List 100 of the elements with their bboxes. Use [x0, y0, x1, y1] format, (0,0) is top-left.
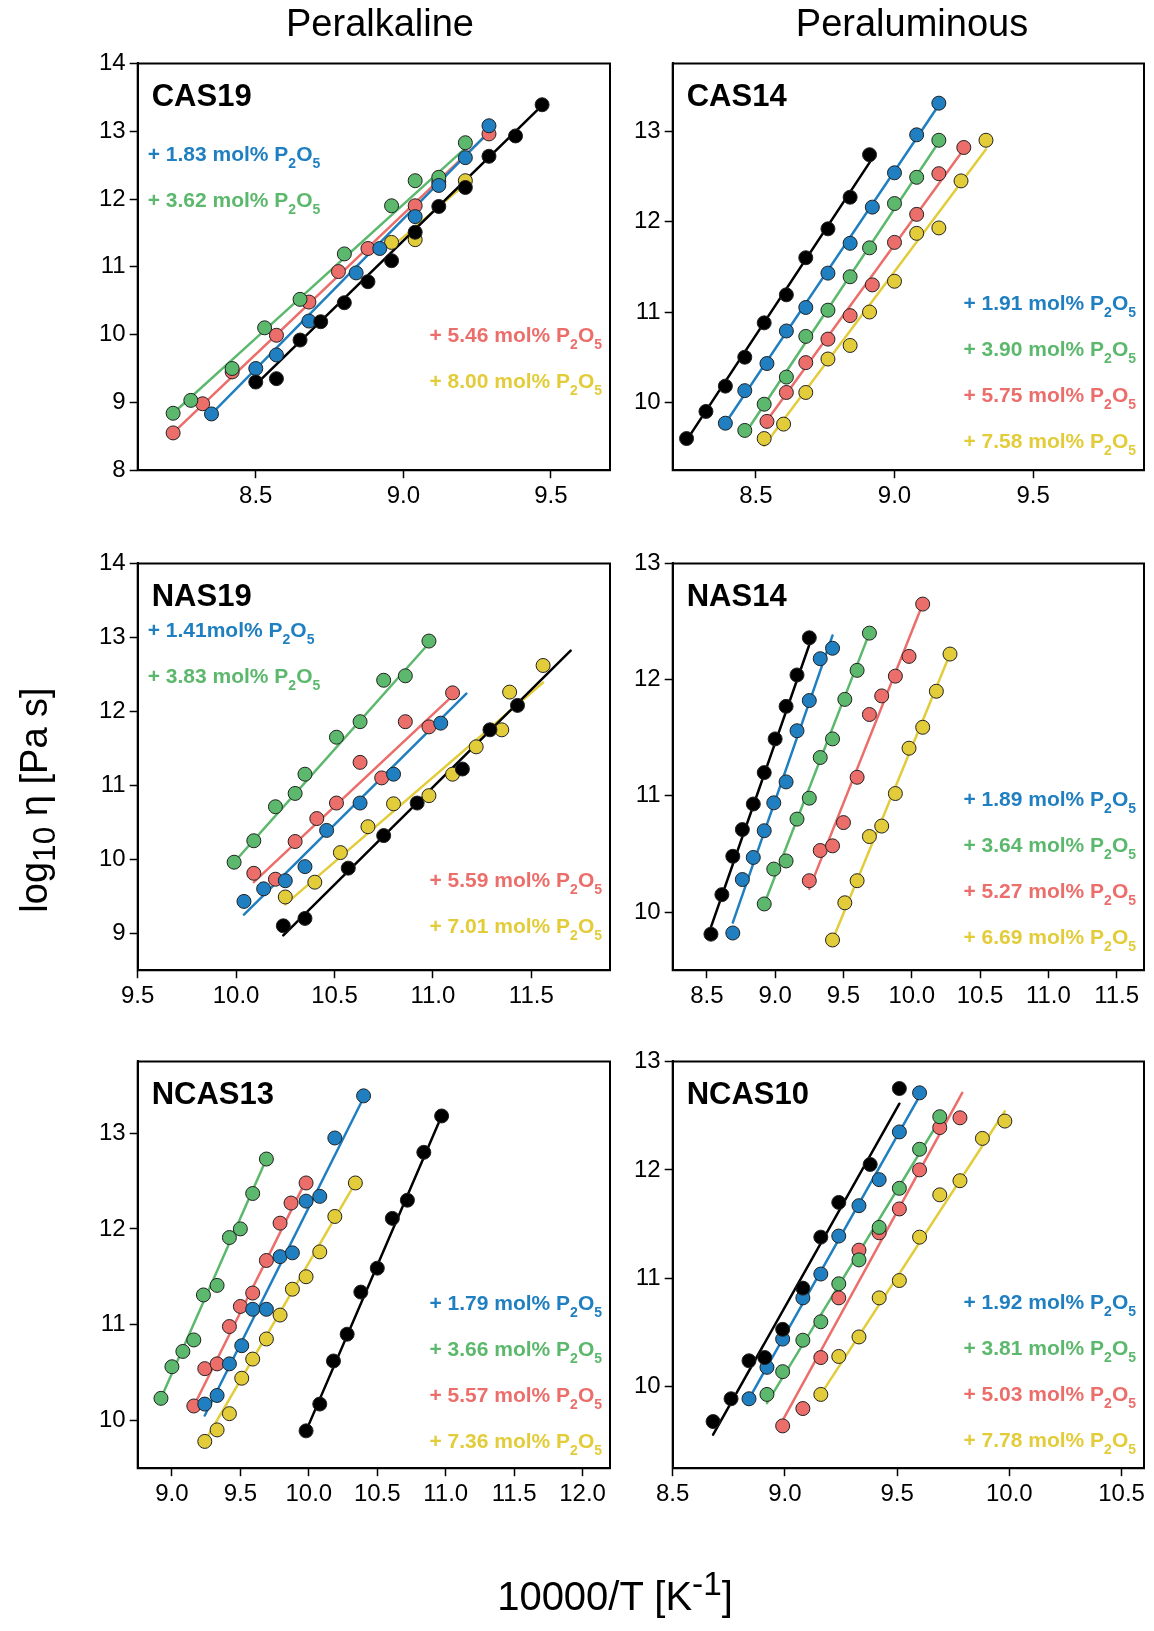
x-tick-label: 9.0: [758, 981, 792, 1009]
point: [759, 356, 775, 372]
point: [165, 405, 181, 421]
point: [339, 1326, 355, 1342]
point: [835, 815, 851, 831]
point: [734, 872, 750, 888]
point: [287, 834, 303, 849]
x-tick-label: 11.5: [1094, 981, 1140, 1009]
point: [801, 693, 817, 709]
y-tick-label: 12: [98, 1213, 126, 1241]
point: [236, 893, 252, 909]
point: [330, 264, 346, 280]
x-tick-label: 9.0: [155, 1479, 189, 1507]
x-tick-label: 10.5: [956, 981, 1004, 1009]
point: [978, 132, 994, 148]
point: [874, 688, 890, 704]
point: [820, 302, 836, 318]
point: [221, 1356, 237, 1372]
point: [234, 1338, 250, 1354]
point: [535, 657, 551, 673]
point: [928, 683, 944, 699]
y-tick-label: 9: [112, 387, 126, 415]
point: [776, 416, 792, 432]
point: [789, 811, 805, 827]
point: [842, 308, 858, 324]
point: [909, 225, 925, 241]
point: [347, 1175, 363, 1191]
point: [352, 714, 368, 730]
point: [298, 1175, 314, 1191]
point: [953, 173, 969, 189]
x-tick-label: 9.0: [768, 1479, 802, 1507]
text: NAS14: [686, 578, 788, 614]
point: [825, 640, 841, 656]
point: [861, 625, 877, 641]
point: [284, 1245, 300, 1261]
point: [534, 97, 550, 113]
point: [813, 1350, 829, 1366]
point: [864, 199, 880, 215]
point: [165, 425, 181, 441]
point: [741, 1353, 757, 1369]
point: [725, 848, 741, 864]
point: [292, 291, 308, 307]
point: [891, 1180, 907, 1196]
point: [952, 1173, 968, 1189]
point: [871, 1290, 887, 1306]
point: [510, 697, 526, 713]
x-axis-title: 10000/T [K$^{-1}$]: [497, 1565, 733, 1619]
y-tick-label: 13: [98, 115, 126, 143]
point: [277, 873, 293, 889]
point: [861, 829, 877, 845]
point: [272, 1307, 288, 1323]
y-tick-label: 8: [112, 454, 126, 482]
point: [741, 1391, 757, 1407]
point: [912, 1085, 928, 1101]
point: [258, 1301, 274, 1317]
point: [864, 277, 880, 293]
point: [849, 769, 865, 785]
point: [399, 1192, 415, 1208]
point: [287, 785, 303, 801]
point: [283, 1195, 299, 1211]
y-tick-label: 9: [112, 917, 126, 945]
point: [502, 684, 518, 700]
x-tick-label: 10.0: [888, 981, 936, 1009]
point: [340, 860, 356, 876]
x-tick-label: 10.0: [212, 981, 260, 1009]
point: [197, 1361, 213, 1377]
point: [717, 378, 733, 394]
point: [931, 132, 947, 148]
point: [376, 672, 392, 688]
point: [245, 1185, 261, 1201]
point: [328, 795, 344, 811]
point: [912, 1229, 928, 1245]
x-tick-label: 8.5: [690, 981, 724, 1009]
y-tick-label: 10: [633, 387, 661, 415]
x-tick-label: 9.0: [877, 481, 912, 509]
point: [407, 173, 423, 189]
point: [778, 853, 794, 869]
point: [195, 396, 211, 412]
point: [795, 1401, 811, 1417]
point: [397, 668, 413, 684]
point: [798, 355, 814, 371]
point: [813, 1314, 829, 1330]
point: [931, 220, 947, 236]
point: [801, 790, 817, 806]
point: [164, 1359, 180, 1375]
point: [297, 766, 313, 782]
point: [842, 337, 858, 353]
point: [421, 633, 437, 649]
point: [909, 169, 925, 185]
point: [386, 766, 402, 782]
text: CAS19: [151, 78, 252, 114]
point: [319, 822, 335, 838]
x-tick-label: 12.0: [559, 1479, 606, 1507]
point: [353, 1284, 369, 1300]
x-tick-label: 11.0: [1025, 981, 1071, 1009]
point: [778, 384, 794, 400]
y-tick-label: 11: [100, 1309, 126, 1337]
point: [798, 328, 814, 344]
point: [397, 714, 413, 730]
point: [801, 873, 817, 889]
